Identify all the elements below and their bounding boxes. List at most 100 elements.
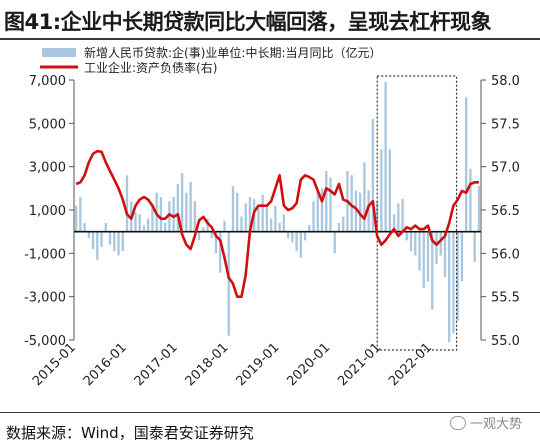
bar xyxy=(435,231,438,265)
left-tick-label: 1,000 xyxy=(29,204,66,219)
bar xyxy=(325,171,328,232)
bar xyxy=(223,220,226,232)
watermark-label: 一观大势 xyxy=(469,417,522,432)
bar xyxy=(405,231,408,241)
x-tick-label: 2022-01 xyxy=(386,340,435,389)
bar xyxy=(329,177,332,232)
bar xyxy=(426,231,430,282)
x-tick-label: 2019-01 xyxy=(233,340,282,389)
bar xyxy=(274,205,277,232)
legend-bar-swatch xyxy=(42,48,76,57)
chart-title: 图41:企业中长期贷款同比大幅回落，呈现去杠杆现象 xyxy=(4,10,492,34)
highlight-box xyxy=(376,75,458,351)
bar xyxy=(214,231,218,254)
x-tick-label: 2021-01 xyxy=(335,340,384,389)
legend: 新增人民币贷款:企(事)业单位:中长期:当月同比（亿元） 工业企业:资产负债率(… xyxy=(40,45,382,75)
bar xyxy=(282,214,286,232)
bar xyxy=(418,231,421,271)
bar xyxy=(291,231,294,243)
bar xyxy=(380,149,383,232)
bar xyxy=(142,225,146,232)
bar xyxy=(303,231,307,241)
legend-line-label: 工业企业:资产负债率(右) xyxy=(84,60,217,75)
bar xyxy=(261,194,264,232)
bar xyxy=(244,203,247,232)
bar xyxy=(265,205,269,232)
bar xyxy=(342,216,345,232)
left-tick-label: -1,000 xyxy=(24,247,66,262)
bar xyxy=(91,231,95,249)
bar xyxy=(193,201,196,232)
bar xyxy=(219,231,222,273)
watermark: 一观大势 xyxy=(449,413,522,432)
bar xyxy=(168,201,171,232)
bar xyxy=(316,190,319,232)
bar xyxy=(397,203,400,232)
bar xyxy=(236,192,239,232)
bar xyxy=(113,231,116,252)
bar xyxy=(248,197,252,232)
bar xyxy=(74,205,78,232)
bar xyxy=(231,186,235,232)
wechat-icon xyxy=(449,416,466,430)
bar xyxy=(121,231,124,252)
bar xyxy=(278,223,281,232)
source-note: 数据来源：Wind，国泰君安证券研究 xyxy=(6,424,254,442)
bar xyxy=(363,162,366,232)
right-tick-label: 56.5 xyxy=(491,204,520,219)
bar xyxy=(431,231,434,310)
bar xyxy=(96,231,99,260)
right-tick-label: 55.0 xyxy=(491,334,520,349)
bar xyxy=(320,188,324,232)
bar xyxy=(151,203,154,232)
legend-bar-label: 新增人民币贷款:企(事)业单位:中长期:当月同比（亿元） xyxy=(84,45,382,60)
bar xyxy=(443,231,447,278)
bar xyxy=(257,207,260,232)
x-tick-label: 2016-01 xyxy=(81,340,130,389)
bar xyxy=(176,184,180,232)
bar xyxy=(210,231,213,239)
bar xyxy=(367,190,370,232)
bar xyxy=(180,173,184,232)
bar xyxy=(104,223,107,232)
bar xyxy=(100,231,103,247)
bar xyxy=(464,97,468,232)
x-tick-label: 2018-01 xyxy=(183,340,232,389)
bar xyxy=(388,149,392,232)
bar xyxy=(384,82,387,232)
bar xyxy=(197,231,201,241)
left-tick-label: -3,000 xyxy=(24,291,66,306)
bar xyxy=(202,227,205,232)
left-tick-label: 3,000 xyxy=(29,161,66,176)
bar xyxy=(371,119,375,232)
bar xyxy=(448,231,451,343)
bar xyxy=(117,231,120,256)
left-tick-label: 7,000 xyxy=(29,74,66,89)
bar xyxy=(87,231,91,239)
right-tick-label: 56.0 xyxy=(491,247,520,262)
footer-rule xyxy=(0,412,540,413)
bar xyxy=(108,231,112,245)
bar xyxy=(354,190,358,232)
bar xyxy=(456,231,459,321)
bar xyxy=(286,231,290,239)
bar xyxy=(350,175,353,232)
right-tick-label: 55.5 xyxy=(491,291,520,306)
bar xyxy=(240,216,243,232)
right-tick-label: 58.0 xyxy=(491,74,520,89)
bar xyxy=(185,192,188,232)
right-tick-label: 57.0 xyxy=(491,161,520,176)
bar xyxy=(401,199,404,232)
bar xyxy=(206,218,209,232)
bar xyxy=(460,231,464,282)
bar xyxy=(138,214,141,232)
chart-area: 新增人民币贷款:企(事)业单位:中长期:当月同比（亿元） 工业企业:资产负债率(… xyxy=(24,45,520,389)
bar xyxy=(392,214,396,232)
bar xyxy=(299,231,302,258)
right-tick-label: 57.5 xyxy=(491,117,520,132)
x-tick-label: 2017-01 xyxy=(132,340,181,389)
bar xyxy=(469,168,472,232)
bar xyxy=(295,231,298,252)
bar xyxy=(159,197,163,232)
bar xyxy=(477,186,481,232)
